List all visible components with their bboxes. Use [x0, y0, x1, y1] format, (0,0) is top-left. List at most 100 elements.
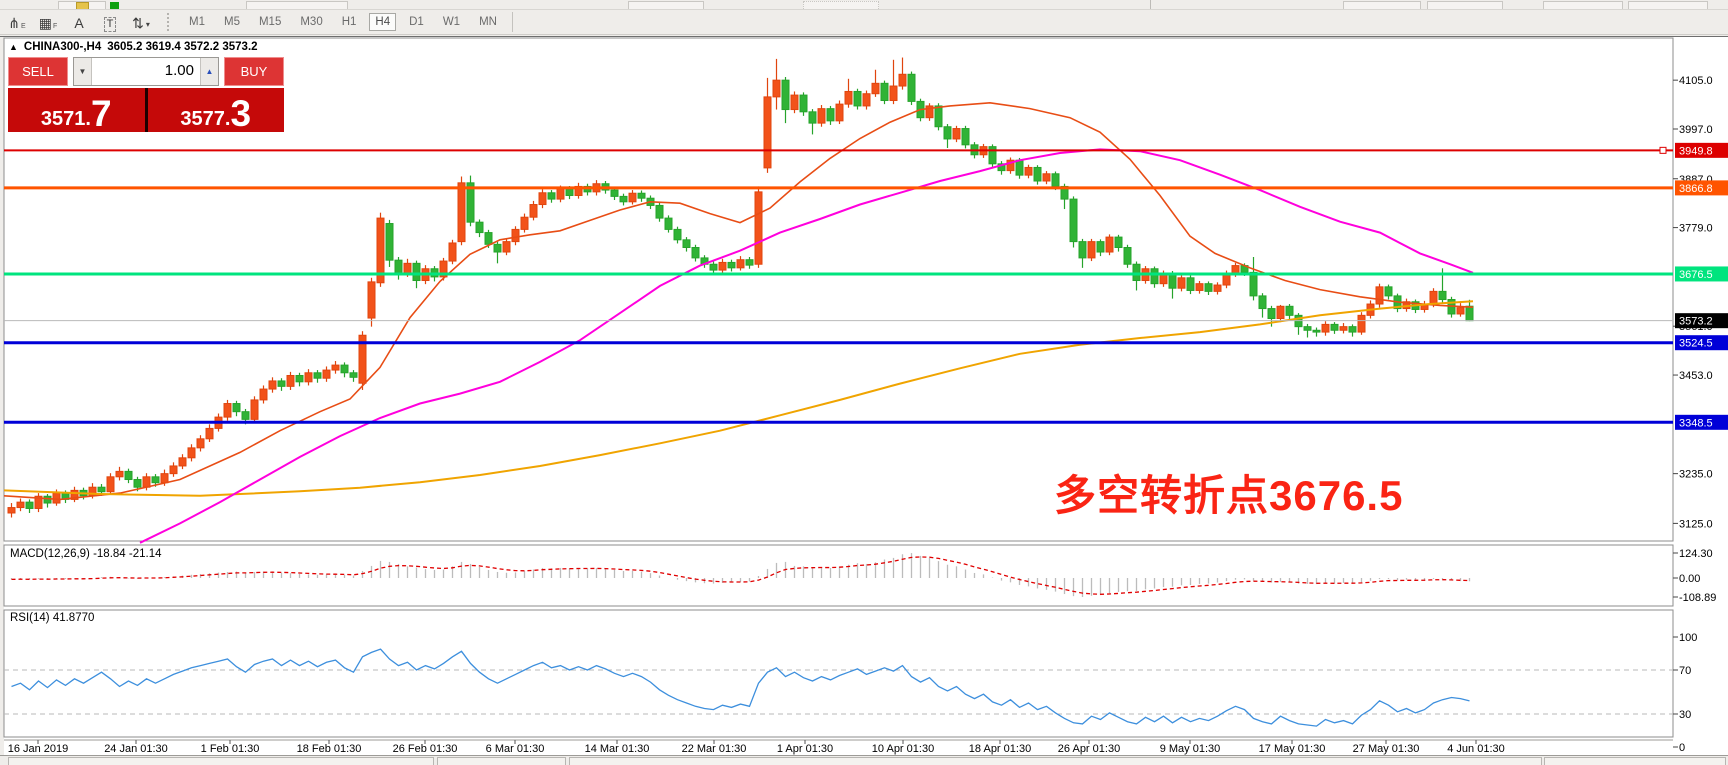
clipped-toolbar-box [803, 1, 879, 9]
timeframe-M5[interactable]: M5 [223, 16, 240, 28]
svg-text:4 Jun 01:30: 4 Jun 01:30 [1447, 743, 1505, 755]
price-badge [1675, 142, 1728, 158]
status-pane [569, 757, 1542, 765]
pitchfork-e-icon[interactable]: ⋔ E [8, 15, 26, 31]
price-badge [1675, 266, 1728, 282]
clipped-toolbar-box [1628, 1, 1708, 9]
svg-text:16 Jan 2019: 16 Jan 2019 [8, 743, 69, 755]
collapse-arrow-icon[interactable]: ▲ [9, 42, 18, 52]
buy-price-last-digit: 3 [230, 93, 252, 134]
macd-signal-line [11, 556, 1470, 595]
ma-slow-line [3, 300, 1474, 497]
svg-text:10 Apr 01:30: 10 Apr 01:30 [872, 743, 934, 755]
svg-text:6 Mar 01:30: 6 Mar 01:30 [486, 743, 545, 755]
trade-controls-row: SELL ▼ 1.00 ▲ BUY [8, 57, 284, 86]
svg-text:27 May 01:30: 27 May 01:30 [1353, 743, 1420, 755]
price-badge [1675, 335, 1728, 351]
buy-button[interactable]: BUY [224, 57, 284, 86]
status-pane [437, 757, 566, 765]
volume-input[interactable]: 1.00 [92, 58, 200, 85]
svg-text:18 Apr 01:30: 18 Apr 01:30 [969, 743, 1031, 755]
timeframe-M15[interactable]: M15 [258, 16, 282, 28]
svg-text:26 Feb 01:30: 26 Feb 01:30 [393, 743, 458, 755]
timeframes-group: M1 M5 M15 M30 H1 H4 D1 W1 MN [183, 13, 510, 31]
svg-text:0.00: 0.00 [1679, 573, 1700, 585]
sell-price-button[interactable]: 3571. 7 [8, 88, 145, 132]
svg-text:3779.0: 3779.0 [1679, 223, 1713, 235]
timeframe-H4[interactable]: H4 [369, 13, 397, 31]
svg-text:3866.8: 3866.8 [1679, 183, 1713, 195]
svg-text:1 Feb 01:30: 1 Feb 01:30 [201, 743, 260, 755]
ma-mid-line [139, 148, 1474, 544]
svg-text:3524.5: 3524.5 [1679, 338, 1713, 350]
timeframe-MN[interactable]: MN [479, 16, 497, 28]
timeframe-M30[interactable]: M30 [300, 16, 323, 28]
buy-price-button[interactable]: 3577. 3 [147, 88, 284, 134]
timeframe-W1[interactable]: W1 [442, 16, 461, 28]
svg-text:4105.0: 4105.0 [1679, 75, 1713, 87]
volume-decrease-button[interactable]: ▼ [74, 58, 92, 85]
text-label-icon[interactable]: A [74, 15, 84, 31]
svg-text:18 Feb 01:30: 18 Feb 01:30 [297, 743, 362, 755]
toolbar-grip [167, 13, 175, 31]
rsi-indicator-label: RSI(14) 41.8770 [10, 612, 95, 624]
ohlc-values: 3605.2 3619.4 3572.2 3573.2 [107, 41, 258, 53]
svg-text:9 May 01:30: 9 May 01:30 [1160, 743, 1221, 755]
svg-text:30: 30 [1679, 709, 1691, 721]
svg-text:22 Mar 01:30: 22 Mar 01:30 [682, 743, 747, 755]
candlestick-series [7, 57, 1474, 518]
drawing-tools-group: ⋔ E ▦ F A T ⇅ ▾ [0, 11, 155, 33]
trade-prices-row: 3571. 7 3577. 3 [8, 88, 284, 132]
chart-header: ▲ CHINA300-,H4 3605.2 3619.4 3572.2 3573… [9, 41, 258, 53]
text-box-icon[interactable]: T [96, 11, 124, 33]
sell-button[interactable]: SELL [8, 57, 68, 86]
svg-text:14 Mar 01:30: 14 Mar 01:30 [585, 743, 650, 755]
timeframe-M1[interactable]: M1 [189, 16, 205, 28]
svg-text:124.30: 124.30 [1679, 548, 1713, 560]
price-badge [1675, 313, 1728, 329]
clipped-green-icon [110, 2, 119, 9]
annotation-text: 多空转折点3676.5 [1054, 472, 1404, 519]
sell-price-main: 3571. [40, 108, 91, 130]
arrow-objects-icon[interactable]: ⇅ ▾ [132, 15, 150, 31]
price-badge [1675, 414, 1728, 430]
status-pane [1544, 757, 1726, 765]
macd-panel [3, 544, 1674, 607]
svg-text:70: 70 [1679, 665, 1691, 677]
svg-text:3676.5: 3676.5 [1679, 269, 1713, 281]
svg-text:3235.0: 3235.0 [1679, 469, 1713, 481]
timeframe-H1[interactable]: H1 [341, 16, 357, 28]
status-pane [8, 757, 434, 765]
clipped-toolbar-box [1543, 1, 1623, 9]
svg-text:0: 0 [1679, 742, 1685, 754]
clipped-yellow-icon [76, 2, 89, 9]
svg-text:24 Jan 01:30: 24 Jan 01:30 [104, 743, 168, 755]
timeframe-D1[interactable]: D1 [409, 16, 424, 28]
top-toolbar-clipped [0, 0, 1728, 10]
volume-stepper: ▼ 1.00 ▲ [73, 57, 219, 86]
svg-text:17 May 01:30: 17 May 01:30 [1259, 743, 1326, 755]
macd-indicator-label: MACD(12,26,9) -18.84 -21.14 [10, 548, 162, 560]
clipped-toolbar-box [1343, 1, 1421, 9]
clipped-toolbar-box [246, 1, 348, 9]
svg-text:100: 100 [1679, 632, 1697, 644]
svg-text:-108.89: -108.89 [1679, 592, 1716, 604]
clipped-toolbar-box [1427, 1, 1503, 9]
svg-text:3573.2: 3573.2 [1679, 316, 1713, 328]
svg-text:3453.0: 3453.0 [1679, 370, 1713, 382]
rsi-line [11, 648, 1470, 727]
clipped-toolbar-box [628, 1, 704, 9]
svg-text:3348.5: 3348.5 [1679, 417, 1713, 429]
toolbar-separator [1150, 0, 1151, 9]
line-handle [1659, 146, 1667, 154]
svg-text:3997.0: 3997.0 [1679, 124, 1713, 136]
drawing-and-timeframe-toolbar: ⋔ E ▦ F A T ⇅ ▾ M1 M5 M15 M30 H1 H4 D1 W1 MN [0, 10, 1728, 35]
sell-price-last-digit: 7 [90, 93, 112, 134]
fibo-grid-f-icon[interactable]: ▦ F [38, 15, 58, 31]
volume-increase-button[interactable]: ▲ [200, 58, 218, 85]
symbol-period-label: CHINA300-,H4 [23, 41, 102, 53]
buy-price-main: 3577. [180, 108, 231, 130]
status-bar [0, 755, 1728, 765]
svg-text:3125.0: 3125.0 [1679, 518, 1713, 530]
price-badge [1675, 180, 1728, 196]
